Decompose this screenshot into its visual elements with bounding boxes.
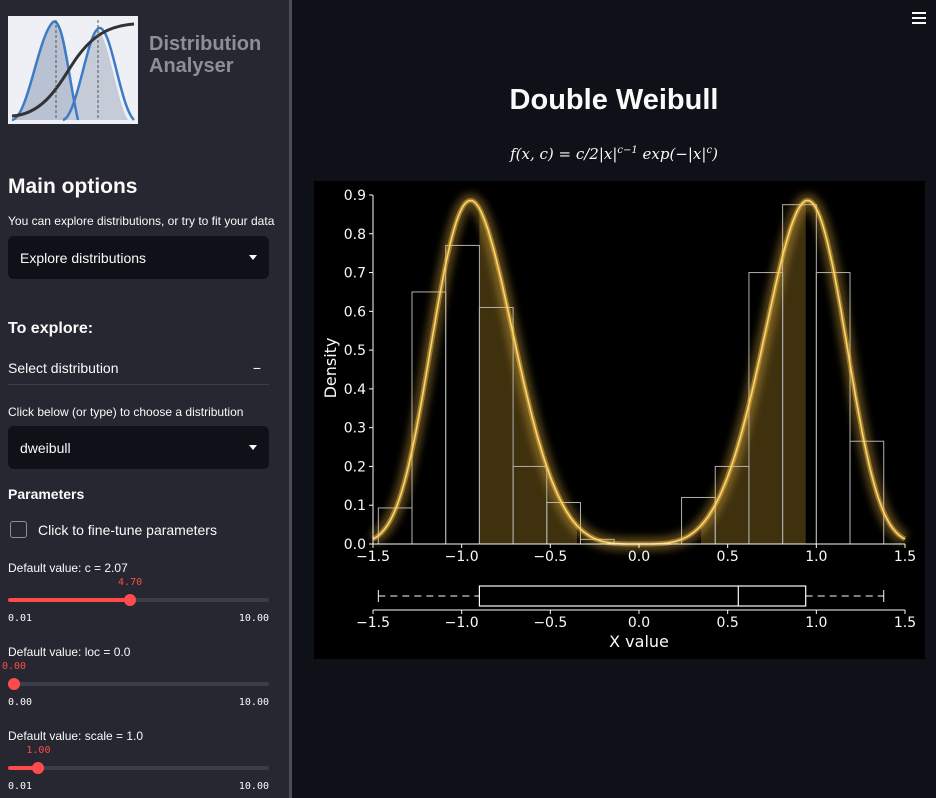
mode-select-value: Explore distributions [20,249,147,266]
slider-c-label: Default value: c = 2.07 [8,561,128,575]
y-tick-label: 0.9 [344,188,366,204]
sidebar-resize-handle[interactable] [289,0,292,798]
slider-track[interactable] [8,598,269,602]
chart-svg: 0.0 0.1 0.2 0.3 0.4 0.5 0.6 0.7 0.8 0.9 −1.5 −1.0 −0… [321,188,916,651]
slider-loc-label: Default value: loc = 0.0 [8,645,131,659]
app-title-line2: Analyser [149,55,234,77]
slider-thumb[interactable] [124,594,137,606]
y-tick-label: 0.5 [344,343,366,359]
histogram-bar [445,244,480,545]
finetune-checkbox-row[interactable]: Click to fine-tune parameters [10,521,217,538]
select-distribution-expander[interactable]: Select distribution − [8,352,269,385]
pdf-formula: f(x, c) = c/2|x|c−1 exp(−|x|c) [510,145,718,163]
slider-max: 10.00 [238,781,269,792]
y-tick-label: 0.6 [344,304,366,320]
to-explore-heading: To explore: [8,320,94,337]
slider-thumb[interactable] [8,678,20,690]
page-title: Double Weibull [509,84,719,116]
finetune-checkbox[interactable] [10,521,27,538]
slider-fill [8,598,131,602]
x-tick-label: 1.0 [805,549,827,565]
box-x-tick-label: 1.5 [894,615,916,631]
collapse-icon[interactable]: − [252,360,261,376]
box-x-tick-label: −1.5 [356,615,390,631]
box-x-tick-label: −0.5 [533,615,567,631]
slider-max: 10.00 [238,613,269,624]
sidebar: Distribution Analyser Main options You c… [0,0,289,798]
slider-c[interactable]: 4.70 0.01 10.00 [8,569,269,624]
box-x-tick-label: −1.0 [445,615,479,631]
x-tick-label: −1.0 [445,549,479,565]
y-tick-label: 0.1 [344,498,366,514]
chevron-down-icon [249,255,257,260]
hamburger-menu-icon[interactable] [912,12,926,24]
x-tick-label: −1.5 [356,549,390,565]
slider-min: 0.00 [8,697,33,708]
slider-track[interactable] [8,682,269,686]
parameters-heading: Parameters [8,486,85,502]
boxplot-box [478,585,807,607]
y-tick-label: 0.7 [344,266,366,282]
y-tick-label: 0.2 [344,459,366,475]
mode-select[interactable]: Explore distributions [8,236,269,279]
box-x-tick-label: 0.5 [717,615,739,631]
y-tick-label: 0.3 [344,421,366,437]
x-tick-label: 1.5 [894,549,916,565]
y-axis-label: Density [321,338,340,399]
distribution-select-value: dweibull [20,439,71,456]
choose-distribution-help: Click below (or type) to choose a distri… [8,405,244,419]
slider-track[interactable] [8,766,269,770]
slider-current-value: 0.00 [1,661,27,672]
slider-scale[interactable]: 1.00 0.01 10.00 [8,737,269,792]
x-tick-label: 0.5 [717,549,739,565]
y-tick-label: 0.8 [344,227,366,243]
slider-scale-label: Default value: scale = 1.0 [8,729,144,743]
expander-label: Select distribution [8,360,119,376]
y-tick-label: 0.4 [344,382,366,398]
main-options-heading: Main options [8,175,138,198]
box-x-tick-label: 1.0 [805,615,827,631]
x-tick-label: −0.5 [533,549,567,565]
x-tick-label: 0.0 [628,549,650,565]
x-axis-label: X value [609,632,669,651]
box-x-tick-label: 0.0 [628,615,650,631]
slider-current-value: 1.00 [26,745,51,756]
distribution-select[interactable]: dweibull [8,426,269,469]
app-logo [8,16,138,124]
finetune-label: Click to fine-tune parameters [38,521,217,538]
slider-current-value: 4.70 [118,577,143,588]
distribution-plot: 0.0 0.1 0.2 0.3 0.4 0.5 0.6 0.7 0.8 0.9 −1.5 −1.0 −0… [314,181,925,659]
slider-max: 10.00 [238,697,269,708]
slider-min: 0.01 [8,613,33,624]
app-title-line1: Distribution [149,33,262,55]
main-options-help: You can explore distributions, or try to… [8,214,275,228]
slider-fill [8,766,39,770]
slider-loc[interactable]: 0.00 0.00 10.00 [2,653,269,708]
slider-min: 0.01 [8,781,33,792]
pdf-curve-glow [369,193,909,551]
chevron-down-icon [249,445,257,450]
app-title: Distribution Analyser [149,33,284,77]
slider-thumb[interactable] [32,762,45,774]
y-tick-label: 0.0 [344,537,366,553]
